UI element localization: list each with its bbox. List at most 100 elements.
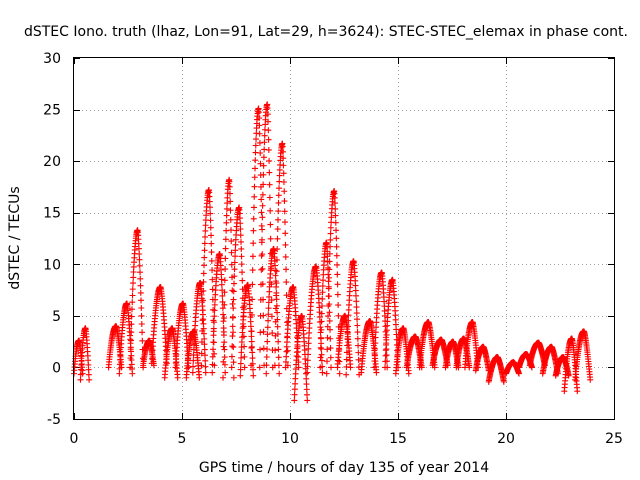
data-point: [317, 324, 324, 331]
data-point: [230, 329, 237, 336]
data-point: [200, 270, 207, 277]
data-point: [343, 371, 350, 378]
data-point: [371, 351, 378, 358]
data-point: [372, 340, 379, 347]
data-point: [325, 271, 332, 278]
data-point: [218, 281, 225, 288]
data-point: [354, 329, 361, 336]
data-point: [355, 356, 362, 363]
data-point: [334, 271, 341, 278]
data-point: [201, 335, 208, 342]
y-tick-label: 30: [43, 51, 61, 67]
data-point: [264, 324, 271, 331]
data-point: [316, 314, 323, 321]
data-point: [343, 349, 350, 356]
data-point: [255, 109, 262, 116]
data-point: [302, 370, 309, 377]
data-point: [324, 346, 331, 353]
data-point: [275, 346, 282, 353]
data-points: [71, 101, 594, 404]
data-point: [587, 376, 594, 383]
data-point: [304, 397, 311, 404]
chart-title: dSTEC Iono. truth (lhaz, Lon=91, Lat=29,…: [24, 24, 628, 40]
data-point: [202, 363, 209, 370]
data-point: [229, 300, 236, 307]
data-point: [239, 269, 246, 276]
data-point: [258, 196, 265, 203]
data-point: [275, 338, 282, 345]
data-point: [209, 369, 216, 376]
data-point: [284, 319, 291, 326]
data-point: [276, 370, 283, 377]
data-point: [207, 210, 214, 217]
data-point: [238, 354, 245, 361]
data-point: [208, 249, 215, 256]
data-point: [250, 372, 257, 379]
data-point: [324, 334, 331, 341]
data-point: [382, 358, 389, 365]
data-point: [265, 118, 272, 125]
data-point: [226, 178, 233, 185]
data-point: [207, 217, 214, 224]
data-point: [334, 261, 341, 268]
data-point: [320, 277, 327, 284]
data-point: [305, 335, 312, 342]
data-point: [201, 240, 208, 247]
data-point: [281, 188, 288, 195]
data-point: [199, 327, 206, 334]
data-point: [200, 278, 207, 285]
data-point: [250, 366, 257, 373]
data-point: [354, 322, 361, 329]
data-point: [274, 323, 281, 330]
data-point: [223, 219, 230, 226]
data-point: [210, 332, 217, 339]
data-point: [345, 312, 352, 319]
data-point: [211, 313, 218, 320]
data-point: [267, 221, 274, 228]
data-point: [201, 262, 208, 269]
data-point: [328, 364, 335, 371]
y-tick-label: 20: [43, 154, 61, 170]
data-point: [325, 293, 332, 300]
data-point: [353, 304, 360, 311]
data-point: [198, 350, 205, 357]
data-point: [326, 309, 333, 316]
data-point: [355, 342, 362, 349]
data-point: [220, 311, 227, 318]
data-point: [248, 333, 255, 340]
data-point: [317, 354, 324, 361]
data-point: [574, 388, 581, 395]
data-point: [211, 301, 218, 308]
data-point: [274, 216, 281, 223]
data-point: [259, 202, 266, 209]
data-point: [209, 276, 216, 283]
data-point: [327, 354, 334, 361]
data-point: [201, 254, 208, 261]
data-point: [327, 224, 334, 231]
data-point: [372, 334, 379, 341]
data-point: [251, 183, 258, 190]
data-point: [222, 255, 229, 262]
data-point: [226, 183, 233, 190]
data-point: [199, 307, 206, 314]
data-point: [129, 299, 136, 306]
data-point: [228, 364, 235, 371]
data-point: [272, 272, 279, 279]
data-point: [325, 283, 332, 290]
data-point: [137, 289, 144, 296]
data-point: [174, 374, 181, 381]
data-point: [500, 378, 507, 385]
data-point: [201, 352, 208, 359]
data-point: [383, 352, 390, 359]
data-point: [128, 306, 135, 313]
data-point: [318, 345, 325, 352]
data-point: [275, 208, 282, 215]
data-point: [344, 323, 351, 330]
data-point: [382, 352, 389, 359]
data-point: [249, 355, 256, 362]
data-point: [258, 239, 265, 246]
data-point: [327, 230, 334, 237]
data-point: [260, 162, 267, 169]
data-point: [224, 200, 231, 207]
data-point: [130, 280, 137, 287]
